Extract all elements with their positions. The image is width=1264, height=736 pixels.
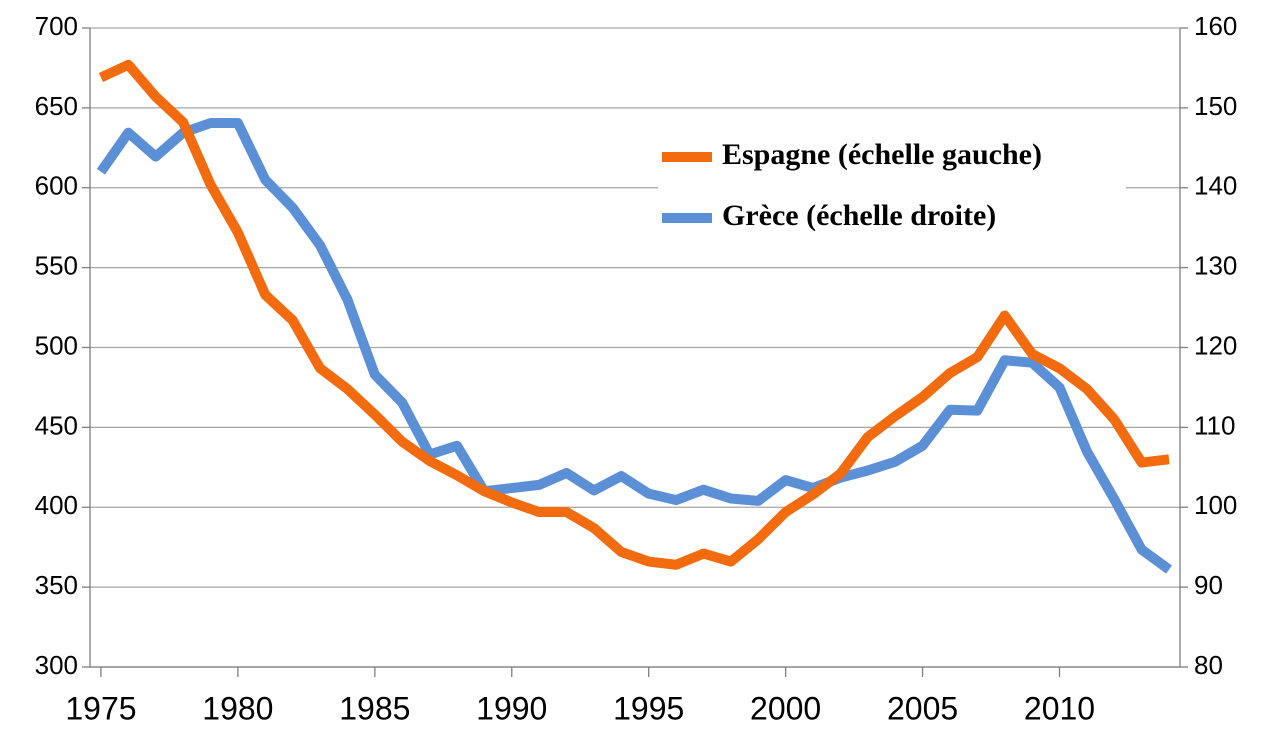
y2-tick-label: 100 [1194, 490, 1237, 520]
legend-label: Espagne (échelle gauche) [722, 138, 1042, 171]
x-tick-label: 2005 [887, 690, 958, 726]
series-line [96, 118, 1172, 574]
y2-tick-label: 120 [1194, 330, 1237, 360]
y2-tick-label: 90 [1194, 570, 1223, 600]
y-tick-label: 600 [35, 171, 78, 201]
x-tick-label: 2000 [750, 690, 821, 726]
y2-tick-label: 110 [1194, 410, 1235, 440]
y-tick-label: 650 [35, 91, 78, 121]
x-tick-label: 1990 [476, 690, 547, 726]
series-line [98, 59, 1170, 570]
y-tick-label: 700 [35, 11, 78, 41]
y2-tick-label: 160 [1194, 11, 1237, 41]
y2-tick-label: 140 [1194, 171, 1237, 201]
x-tick-label: 1985 [339, 690, 410, 726]
y-tick-label: 500 [35, 330, 78, 360]
y2-tick-label: 80 [1194, 650, 1223, 680]
x-tick-label: 1980 [202, 690, 273, 726]
y-tick-label: 450 [35, 410, 78, 440]
x-tick-label: 1995 [613, 690, 684, 726]
y-tick-label: 550 [35, 251, 78, 281]
legend-box [658, 122, 1126, 246]
x-tick-label: 1975 [65, 690, 136, 726]
y-tick-label: 400 [35, 490, 78, 520]
legend-label: Grèce (échelle droite) [722, 199, 996, 232]
y2-tick-label: 150 [1194, 91, 1237, 121]
x-tick-label: 2010 [1024, 690, 1095, 726]
y2-tick-label: 130 [1194, 251, 1237, 281]
y-tick-label: 350 [35, 570, 78, 600]
y-tick-label: 300 [35, 650, 78, 680]
